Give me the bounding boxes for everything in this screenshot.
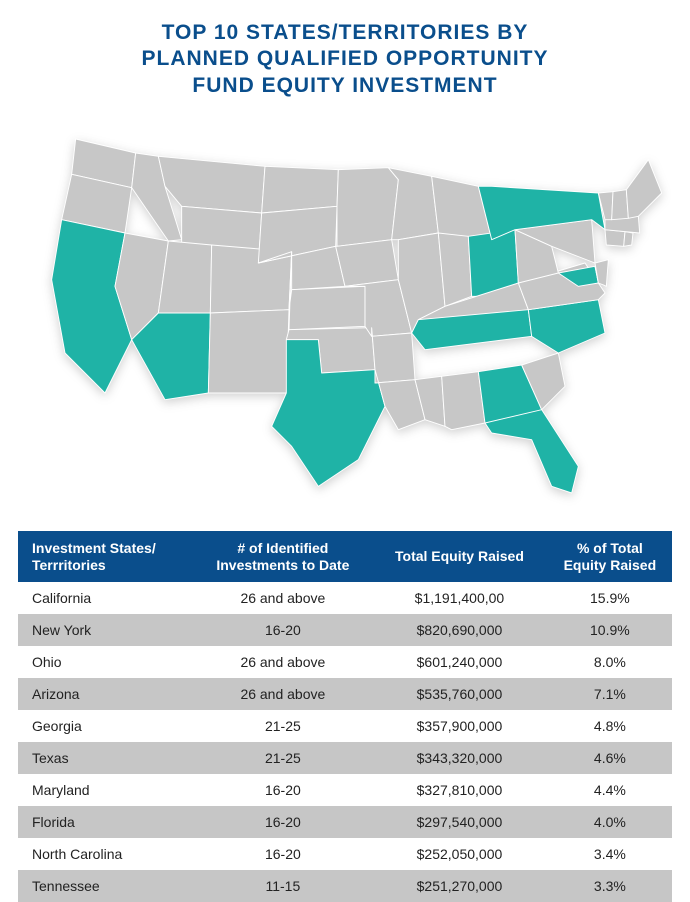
investment-table: Investment States/Terrritories# of Ident…: [18, 531, 672, 902]
table-cell: New York: [18, 614, 195, 646]
table-cell: $251,270,000: [371, 870, 548, 902]
table-cell: Florida: [18, 806, 195, 838]
table-cell: 16-20: [195, 614, 372, 646]
us-map: [18, 113, 672, 513]
table-row: Tennessee11-15$251,270,0003.3%: [18, 870, 672, 902]
table-cell: $343,320,000: [371, 742, 548, 774]
title-line-2: PLANNED QUALIFIED OPPORTUNITY: [141, 47, 548, 70]
us-map-container: [18, 113, 672, 513]
table-cell: 4.4%: [548, 774, 672, 806]
table-row: Florida16-20$297,540,0004.0%: [18, 806, 672, 838]
table-cell: $820,690,000: [371, 614, 548, 646]
state-arkansas: [372, 327, 415, 382]
table-cell: 7.1%: [548, 678, 672, 710]
table-cell: 16-20: [195, 838, 372, 870]
table-cell: Texas: [18, 742, 195, 774]
state-rhode-island: [624, 231, 633, 246]
title-line-1: TOP 10 STATES/TERRITORIES BY: [162, 21, 529, 44]
table-cell: 4.6%: [548, 742, 672, 774]
table-col-header: % of TotalEquity Raised: [548, 531, 672, 583]
table-cell: 21-25: [195, 710, 372, 742]
table-cell: $252,050,000: [371, 838, 548, 870]
table-cell: 3.3%: [548, 870, 672, 902]
table-cell: $357,900,000: [371, 710, 548, 742]
table-cell: Maryland: [18, 774, 195, 806]
state-california: [52, 219, 132, 392]
table-header: Investment States/Terrritories# of Ident…: [18, 531, 672, 583]
state-new-mexico: [208, 309, 289, 392]
table-cell: 4.8%: [548, 710, 672, 742]
table-body: California26 and above$1,191,400,0015.9%…: [18, 582, 672, 902]
table-cell: 21-25: [195, 742, 372, 774]
table-cell: 3.4%: [548, 838, 672, 870]
table-cell: 4.0%: [548, 806, 672, 838]
state-montana: [158, 156, 265, 213]
table-row: Georgia21-25$357,900,0004.8%: [18, 710, 672, 742]
table-cell: $601,240,000: [371, 646, 548, 678]
state-maine: [626, 159, 661, 218]
page-title: TOP 10 STATES/TERRITORIES BY PLANNED QUA…: [18, 20, 672, 99]
table-cell: California: [18, 582, 195, 614]
table-cell: North Carolina: [18, 838, 195, 870]
table-cell: $1,191,400,00: [371, 582, 548, 614]
table-col-header: Total Equity Raised: [371, 531, 548, 583]
table-cell: 11-15: [195, 870, 372, 902]
table-col-header: Investment States/Terrritories: [18, 531, 195, 583]
table-cell: Georgia: [18, 710, 195, 742]
table-cell: 26 and above: [195, 582, 372, 614]
state-iowa: [336, 239, 399, 286]
table-cell: Tennessee: [18, 870, 195, 902]
table-cell: 16-20: [195, 806, 372, 838]
state-new-hampshire: [612, 189, 629, 219]
table-cell: $535,760,000: [371, 678, 548, 710]
table-row: North Carolina16-20$252,050,0003.4%: [18, 838, 672, 870]
table-cell: 10.9%: [548, 614, 672, 646]
table-cell: $297,540,000: [371, 806, 548, 838]
table-row: New York16-20$820,690,00010.9%: [18, 614, 672, 646]
table-cell: Ohio: [18, 646, 195, 678]
table-cell: 26 and above: [195, 678, 372, 710]
state-connecticut: [605, 229, 625, 246]
table-cell: 15.9%: [548, 582, 672, 614]
table-cell: 26 and above: [195, 646, 372, 678]
state-florida: [485, 409, 578, 492]
table-col-header: # of IdentifiedInvestments to Date: [195, 531, 372, 583]
table-cell: 8.0%: [548, 646, 672, 678]
state-north-dakota: [262, 166, 339, 213]
table-cell: $327,810,000: [371, 774, 548, 806]
table-row: Texas21-25$343,320,0004.6%: [18, 742, 672, 774]
table-row: Maryland16-20$327,810,0004.4%: [18, 774, 672, 806]
table-row: California26 and above$1,191,400,0015.9%: [18, 582, 672, 614]
table-cell: 16-20: [195, 774, 372, 806]
title-line-3: FUND EQUITY INVESTMENT: [192, 74, 497, 97]
state-alabama: [442, 371, 485, 429]
state-minnesota: [337, 167, 398, 246]
table-cell: Arizona: [18, 678, 195, 710]
table-row: Ohio26 and above$601,240,0008.0%: [18, 646, 672, 678]
table-row: Arizona26 and above$535,760,0007.1%: [18, 678, 672, 710]
